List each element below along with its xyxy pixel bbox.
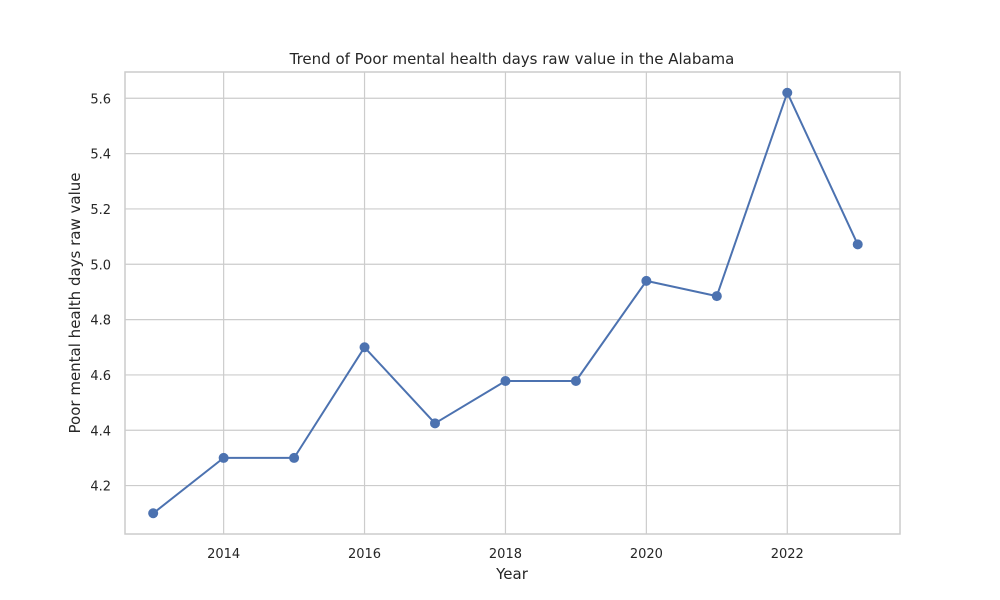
data-point <box>148 508 159 519</box>
y-tick-label: 4.2 <box>90 480 111 495</box>
y-tick-label: 5.0 <box>90 258 111 273</box>
x-tick-label: 2016 <box>348 547 381 562</box>
y-tick-label: 4.6 <box>90 369 111 384</box>
data-point <box>430 418 440 429</box>
data-point <box>852 239 863 250</box>
x-tick-label: 2022 <box>771 547 804 562</box>
data-point <box>782 87 793 98</box>
chart-title: Trend of Poor mental health days raw val… <box>289 50 735 68</box>
y-tick-label: 5.2 <box>90 203 111 218</box>
data-point <box>289 452 300 463</box>
y-tick-label: 5.6 <box>90 92 111 107</box>
x-tick-label: 2020 <box>630 547 663 562</box>
x-tick-label: 2018 <box>489 547 522 562</box>
y-tick-label: 4.8 <box>90 314 111 329</box>
x-tick-label: 2014 <box>207 547 240 562</box>
data-point <box>359 342 370 353</box>
plot-frame <box>124 71 901 535</box>
y-axis-label: Poor mental health days raw value <box>66 173 84 434</box>
tick-labels: 2014 2016 2018 2020 2022 4.2 4.4 4.6 4.8 5.0 5.2 5.… <box>90 92 804 562</box>
y-tick-label: 4.4 <box>90 424 111 439</box>
data-point <box>500 376 511 387</box>
data-point <box>570 376 581 387</box>
series-layer <box>148 87 863 519</box>
data-point <box>641 275 652 286</box>
y-tick-label: 5.4 <box>90 148 111 163</box>
x-axis-label: Year <box>495 565 529 583</box>
grid-layer <box>125 72 900 534</box>
data-point <box>711 291 722 302</box>
data-point <box>218 452 229 463</box>
